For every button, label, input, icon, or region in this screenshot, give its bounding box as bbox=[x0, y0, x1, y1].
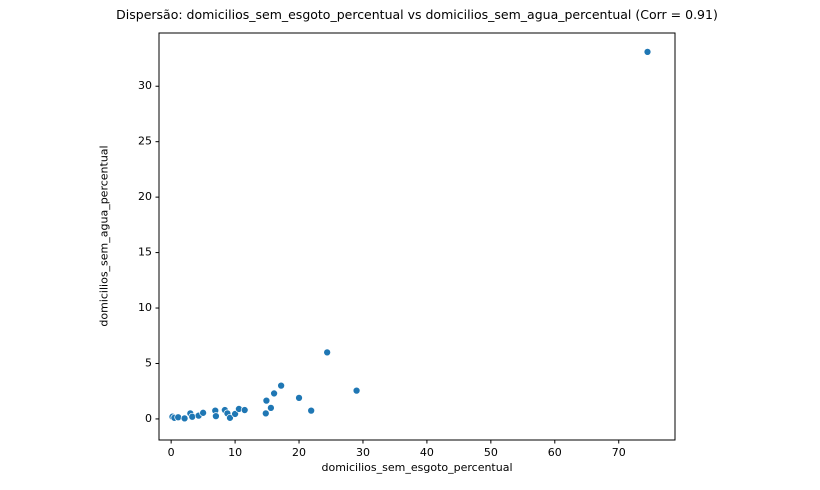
y-tick-label: 20 bbox=[138, 190, 152, 203]
x-tick-label: 20 bbox=[292, 446, 306, 459]
y-tick-label: 15 bbox=[138, 246, 152, 259]
chart-title: Dispersão: domicilios_sem_esgoto_percent… bbox=[116, 7, 718, 22]
scatter-point bbox=[267, 403, 275, 412]
scatter-point bbox=[352, 386, 361, 395]
scatter-point bbox=[188, 412, 197, 421]
x-tick-label: 0 bbox=[168, 446, 175, 459]
y-tick-label: 0 bbox=[145, 412, 152, 425]
y-tick-label: 30 bbox=[138, 79, 152, 92]
x-tick-label: 30 bbox=[356, 446, 370, 459]
y-tick-label: 25 bbox=[138, 135, 152, 148]
scatter-point bbox=[231, 410, 239, 418]
scatter-point bbox=[277, 381, 285, 390]
x-tick-label: 70 bbox=[612, 446, 626, 459]
x-tick-label: 40 bbox=[420, 446, 434, 459]
y-tick-label: 10 bbox=[138, 301, 152, 314]
x-tick-label: 50 bbox=[484, 446, 498, 459]
scatter-point bbox=[240, 406, 249, 414]
scatter-point bbox=[199, 408, 207, 417]
scatter-point bbox=[643, 48, 652, 56]
scatter-point bbox=[307, 406, 316, 415]
y-tick-label: 5 bbox=[145, 356, 152, 369]
scatter-point bbox=[226, 413, 234, 422]
x-tick-label: 60 bbox=[548, 446, 562, 459]
scatter-point bbox=[323, 348, 332, 357]
scatter-point bbox=[295, 394, 303, 402]
y-axis-label: domicilios_sem_agua_percentual bbox=[97, 145, 111, 327]
x-tick-label: 10 bbox=[228, 446, 242, 459]
scatter-point bbox=[262, 396, 271, 405]
x-axis-label: domicilios_sem_esgoto_percentual bbox=[321, 461, 513, 474]
scatter-point bbox=[180, 414, 189, 423]
scatter-point bbox=[174, 413, 183, 422]
scatter-point bbox=[270, 389, 278, 398]
plot-border bbox=[158, 32, 676, 441]
scatter-point bbox=[212, 412, 220, 421]
scatter-point bbox=[261, 409, 270, 418]
